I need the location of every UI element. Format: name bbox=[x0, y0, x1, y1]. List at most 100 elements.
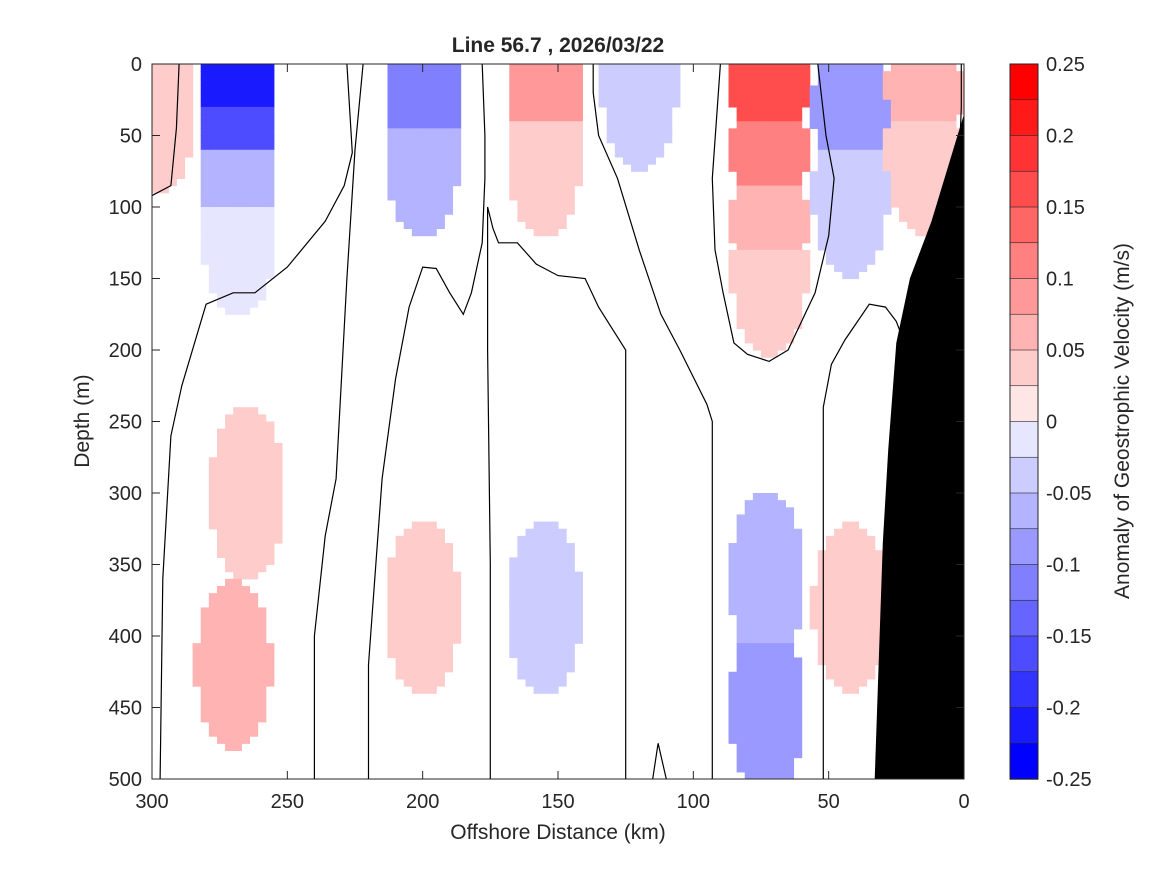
anomaly-cell bbox=[436, 185, 445, 194]
anomaly-cell bbox=[736, 764, 746, 773]
anomaly-cell bbox=[225, 628, 234, 637]
anomaly-cell bbox=[825, 636, 835, 644]
anomaly-cell bbox=[241, 185, 251, 194]
anomaly-cell bbox=[549, 149, 559, 158]
anomaly-cell bbox=[858, 164, 868, 172]
anomaly-cell bbox=[915, 92, 924, 101]
anomaly-cell bbox=[257, 114, 267, 122]
anomaly-cell bbox=[216, 135, 226, 144]
anomaly-cell bbox=[769, 64, 778, 72]
zero-contour-line bbox=[159, 64, 353, 779]
anomaly-cell bbox=[923, 135, 933, 144]
anomaly-cell bbox=[525, 543, 535, 551]
anomaly-cell bbox=[744, 149, 754, 158]
anomaly-cell bbox=[533, 571, 543, 580]
anomaly-cell bbox=[923, 78, 933, 87]
anomaly-cell bbox=[736, 514, 746, 523]
anomaly-cell bbox=[428, 207, 437, 215]
anomaly-cell bbox=[541, 99, 551, 108]
anomaly-cell bbox=[419, 128, 429, 137]
anomaly-cell bbox=[874, 550, 884, 558]
anomaly-cell bbox=[152, 92, 161, 101]
anomaly-cell bbox=[436, 614, 445, 623]
anomaly-cell bbox=[834, 678, 843, 687]
anomaly-cell bbox=[257, 550, 267, 558]
anomaly-cell bbox=[858, 557, 868, 566]
anomaly-cell bbox=[761, 543, 770, 551]
anomaly-cell bbox=[761, 557, 770, 566]
anomaly-cell bbox=[874, 643, 884, 651]
anomaly-cell bbox=[533, 535, 543, 544]
anomaly-cell bbox=[761, 114, 770, 122]
anomaly-cell bbox=[216, 221, 226, 230]
anomaly-cell bbox=[233, 271, 242, 280]
anomaly-cell bbox=[939, 85, 949, 94]
anomaly-cell bbox=[558, 156, 567, 165]
anomaly-cell bbox=[907, 106, 916, 115]
anomaly-cell bbox=[777, 192, 786, 201]
anomaly-cell bbox=[825, 135, 835, 144]
anomaly-cell bbox=[874, 135, 884, 144]
anomaly-cell bbox=[241, 686, 251, 694]
anomaly-cell bbox=[744, 221, 754, 230]
anomaly-cell bbox=[208, 593, 218, 601]
anomaly-cell bbox=[809, 92, 819, 101]
anomaly-cell bbox=[257, 464, 267, 473]
anomaly-cell bbox=[208, 514, 218, 523]
anomaly-cell bbox=[241, 564, 251, 573]
anomaly-cell bbox=[874, 78, 884, 87]
anomaly-cell bbox=[216, 585, 226, 594]
anomaly-cell bbox=[744, 550, 754, 558]
anomaly-cell bbox=[899, 106, 908, 115]
anomaly-cell bbox=[744, 764, 754, 773]
anomaly-cell bbox=[777, 700, 786, 709]
anomaly-cell bbox=[249, 643, 259, 651]
anomaly-cell bbox=[915, 114, 924, 122]
anomaly-cell bbox=[858, 643, 868, 651]
anomaly-cell bbox=[533, 64, 543, 72]
anomaly-cell bbox=[216, 450, 226, 458]
anomaly-cell bbox=[517, 106, 527, 115]
anomaly-cell bbox=[858, 664, 868, 673]
anomaly-cell bbox=[744, 757, 754, 766]
anomaly-cell bbox=[850, 192, 860, 201]
anomaly-cell bbox=[842, 636, 851, 644]
anomaly-cell bbox=[249, 142, 259, 151]
anomaly-cell bbox=[809, 207, 819, 215]
anomaly-cell bbox=[752, 71, 762, 79]
anomaly-cell bbox=[858, 528, 868, 537]
y-tick-label: 0 bbox=[131, 54, 142, 76]
anomaly-cell bbox=[176, 164, 186, 172]
anomaly-cell bbox=[769, 228, 778, 237]
anomaly-cell bbox=[744, 228, 754, 237]
anomaly-cell bbox=[558, 664, 567, 673]
anomaly-cell bbox=[728, 135, 738, 144]
anomaly-cell bbox=[777, 178, 786, 187]
anomaly-cell bbox=[541, 171, 551, 179]
anomaly-cell bbox=[785, 585, 795, 594]
anomaly-cell bbox=[744, 650, 754, 659]
anomaly-cell bbox=[428, 650, 437, 659]
anomaly-cell bbox=[825, 593, 835, 601]
anomaly-cell bbox=[947, 106, 957, 115]
anomaly-cell bbox=[736, 142, 746, 151]
anomaly-cell bbox=[761, 528, 770, 537]
anomaly-cell bbox=[566, 650, 575, 659]
anomaly-cell bbox=[208, 199, 218, 208]
anomaly-cell bbox=[273, 514, 283, 523]
anomaly-cell bbox=[850, 607, 860, 616]
anomaly-cell bbox=[200, 678, 210, 687]
anomaly-cell bbox=[793, 128, 803, 137]
anomaly-cell bbox=[631, 106, 640, 115]
anomaly-cell bbox=[752, 114, 762, 122]
anomaly-cell bbox=[622, 142, 632, 151]
anomaly-cell bbox=[744, 700, 754, 709]
anomaly-cell bbox=[752, 185, 762, 194]
anomaly-cell bbox=[647, 85, 657, 94]
anomaly-cell bbox=[395, 571, 405, 580]
anomaly-cell bbox=[241, 485, 251, 494]
anomaly-cell bbox=[736, 528, 746, 537]
anomaly-cell bbox=[923, 142, 933, 151]
anomaly-cell bbox=[549, 142, 559, 151]
anomaly-cell bbox=[947, 142, 957, 151]
